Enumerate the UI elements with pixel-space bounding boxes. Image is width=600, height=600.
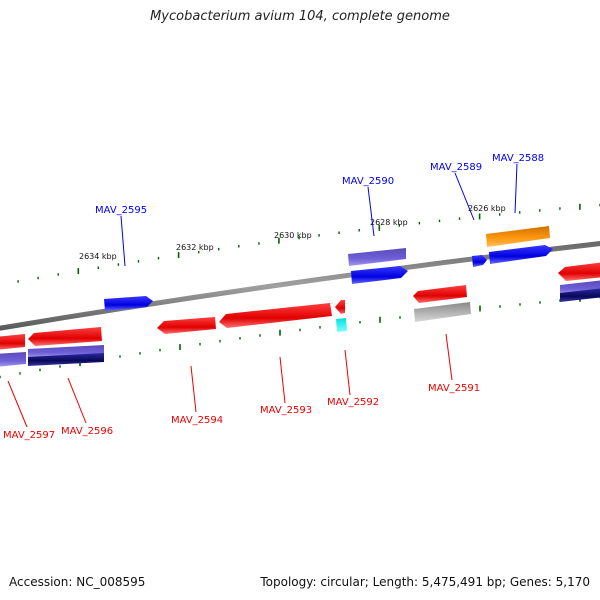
gene-arrow-mav-2592[interactable] bbox=[335, 300, 345, 314]
gene-label-mav-2590[interactable]: MAV_2590 bbox=[342, 176, 394, 187]
orf-bar-cyan[interactable] bbox=[336, 318, 347, 332]
gene-label-mav-2591[interactable]: MAV_2591 bbox=[428, 383, 480, 394]
gene-arrow-mav-2594[interactable] bbox=[157, 317, 216, 334]
reverse-gene-features bbox=[0, 262, 600, 367]
gene-label-mav-2594[interactable]: MAV_2594 bbox=[171, 415, 223, 426]
gene-label-mav-2595[interactable]: MAV_2595 bbox=[95, 205, 147, 216]
gene-label-mav-2593[interactable]: MAV_2593 bbox=[260, 405, 312, 416]
scale-label: 2628 kbp bbox=[370, 218, 408, 227]
orf-bar-purple[interactable] bbox=[348, 248, 406, 266]
gene-arrow-mav-2596[interactable] bbox=[28, 327, 102, 346]
leader-line-mav-2593 bbox=[279, 356, 286, 404]
gene-label-mav-2597[interactable]: MAV_2597 bbox=[3, 430, 55, 441]
page-title: Mycobacterium avium 104, complete genome bbox=[150, 9, 450, 24]
leader-line-mav-2590 bbox=[367, 186, 375, 237]
accession-label: Accession: NC_008595 bbox=[9, 575, 146, 589]
gene-arrow-mav-2593[interactable] bbox=[219, 303, 332, 328]
gene-arrow-mav-2590[interactable] bbox=[351, 266, 408, 284]
gene-arrow-mav-2589[interactable] bbox=[472, 255, 487, 267]
leader-line-mav-2597 bbox=[7, 380, 28, 428]
topology-label: Topology: circular; Length: 5,475,491 bp… bbox=[260, 575, 590, 589]
leader-line-mav-2589 bbox=[454, 172, 475, 221]
forward-gene-features bbox=[104, 226, 553, 311]
gene-label-mav-2589[interactable]: MAV_2589 bbox=[430, 162, 482, 173]
leader-line-mav-2592 bbox=[344, 349, 351, 396]
leader-line-mav-2594 bbox=[190, 365, 197, 413]
scale-label: 2634 kbp bbox=[79, 252, 117, 261]
gene-arrow-mav-2591[interactable] bbox=[413, 285, 467, 303]
leader-line-mav-2595 bbox=[120, 215, 126, 267]
leader-line-mav-2591 bbox=[445, 333, 453, 381]
scale-label: 2630 kbp bbox=[274, 231, 312, 240]
gene-label-mav-2588[interactable]: MAV_2588 bbox=[492, 153, 544, 164]
gene-label-mav-2592[interactable]: MAV_2592 bbox=[327, 397, 379, 408]
gene-arrow-mav-2597[interactable] bbox=[0, 334, 25, 350]
gene-label-mav-2596[interactable]: MAV_2596 bbox=[61, 426, 113, 437]
scale-label: 2632 kbp bbox=[176, 243, 214, 252]
scale-label: 2626 kbp bbox=[468, 204, 506, 213]
gene-leader-lines bbox=[7, 163, 518, 428]
orf-bar-gray[interactable] bbox=[414, 302, 471, 322]
orf-bar-navy[interactable] bbox=[560, 288, 600, 302]
gene-labels: MAV_2595 MAV_2590 MAV_2589 MAV_2588 MAV_… bbox=[3, 153, 544, 441]
orf-bar-orange[interactable] bbox=[486, 226, 550, 247]
leader-line-mav-2588 bbox=[514, 163, 518, 214]
gene-arrow-mav-2588[interactable] bbox=[489, 245, 553, 264]
orf-bar-navy[interactable] bbox=[28, 353, 104, 366]
orf-bar-purple[interactable] bbox=[0, 352, 26, 367]
outer-scale-ticks bbox=[17, 203, 600, 283]
gene-arrow-reverse-edge[interactable] bbox=[558, 262, 600, 281]
gene-arrow-mav-2595[interactable] bbox=[104, 296, 153, 311]
leader-line-mav-2596 bbox=[67, 377, 87, 424]
